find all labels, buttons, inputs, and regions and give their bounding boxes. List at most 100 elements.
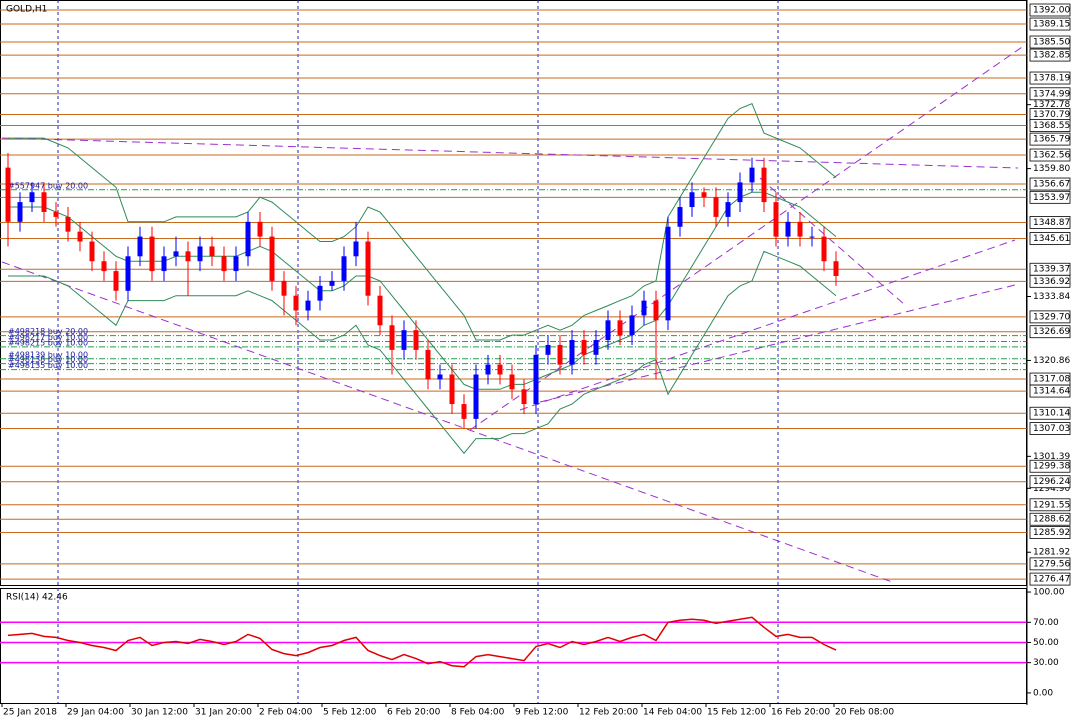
candle-body: [773, 202, 779, 237]
rsi-tick-label: 70.00: [1033, 618, 1059, 628]
order-label: #498215 buy 10.00: [8, 338, 88, 347]
bollinger-lower: [8, 250, 837, 455]
level-label: 1365.79: [1033, 135, 1070, 145]
candle-body: [377, 295, 383, 326]
level-label-box: [1029, 17, 1071, 31]
level-label-box: [1029, 406, 1071, 420]
candle-body: [833, 261, 839, 276]
trend-line: [519, 239, 1016, 411]
candle-body: [185, 251, 191, 262]
level-label: 1339.37: [1033, 265, 1070, 275]
level-label-box: [1029, 274, 1071, 288]
candle-body: [221, 256, 227, 272]
level-label-box: [1029, 572, 1071, 586]
level-label: 1374.99: [1033, 89, 1070, 99]
rsi-frame: [0, 588, 1027, 704]
x-tick-label: 9 Feb 12:00: [515, 708, 569, 718]
candle-body: [557, 344, 563, 365]
candle-body: [317, 285, 323, 301]
candle-body: [581, 340, 587, 355]
y-tick-label: 1359.80: [1033, 164, 1070, 174]
bollinger: [8, 102, 837, 455]
candle-body: [449, 374, 455, 405]
order-label: #498135 buy 10.00: [8, 361, 88, 370]
y-tick-label: 1281.92: [1033, 548, 1070, 558]
candle-body: [821, 236, 827, 262]
x-tick-label: 5 Feb 12:00: [323, 708, 377, 718]
candle-body: [65, 216, 71, 232]
rsi: [0, 616, 1027, 668]
candle-body: [113, 271, 119, 291]
bollinger-middle: [8, 191, 837, 390]
candle-body: [605, 320, 611, 341]
candle-body: [473, 374, 479, 419]
trend-line: [1, 261, 896, 584]
level-label-box: [1029, 48, 1071, 62]
candle-body: [281, 280, 287, 296]
candle-body: [797, 221, 803, 237]
candle-body: [29, 192, 35, 203]
trend-line: [469, 44, 1026, 431]
level-label-box: [1029, 216, 1071, 229]
rsi-line: [7, 616, 837, 668]
x-tick-label: 6 Feb 20:00: [387, 708, 441, 718]
order-label: #498138 buy 10.00: [8, 355, 88, 364]
level-label: 1329.70: [1033, 312, 1070, 322]
level-label: 1276.47: [1033, 575, 1070, 585]
candle-body: [677, 207, 683, 227]
level-label-box: [1029, 148, 1071, 162]
candle-body: [713, 197, 719, 217]
candle-body: [665, 226, 671, 321]
candle-body: [785, 221, 791, 237]
rsi-tick-label: 0.00: [1033, 688, 1053, 698]
y-tick-label: 1320.86: [1033, 356, 1070, 366]
level-label: 1348.87: [1033, 218, 1070, 228]
level-label-box: [1029, 190, 1071, 204]
level-label: 1279.56: [1033, 559, 1070, 569]
level-label-box: [1029, 325, 1071, 339]
rsi-title: RSI(14) 42.46: [6, 593, 68, 603]
x-tick-label: 25 Jan 2018: [3, 708, 57, 718]
candle-body: [197, 246, 203, 262]
candle-body: [533, 354, 539, 405]
order-label: #498139 buy 10.00: [8, 350, 88, 359]
level-label: 1392.00: [1033, 5, 1070, 15]
candle-body: [161, 256, 167, 272]
candle-body: [17, 202, 23, 222]
candle-body: [149, 236, 155, 272]
level-label: 1288.62: [1033, 515, 1070, 525]
candles: [5, 152, 839, 429]
level-label-box: [1029, 87, 1071, 101]
candle-body: [749, 167, 755, 183]
candle-body: [437, 374, 443, 380]
candle-body: [89, 241, 95, 262]
level-label-box: [1029, 35, 1071, 49]
level-label-box: [1029, 422, 1071, 435]
level-label-box: [1029, 459, 1071, 473]
level-label-box: [1029, 384, 1071, 398]
x-tick-label: 30 Jan 12:00: [131, 708, 188, 718]
level-label: 1307.03: [1033, 424, 1070, 434]
candle-body: [353, 241, 359, 257]
trend-line: [1, 137, 1019, 169]
candle-body: [173, 251, 179, 257]
candle-body: [497, 364, 503, 375]
level-label: 1385.50: [1033, 38, 1070, 48]
candle-body: [593, 340, 599, 355]
level-label: 1314.64: [1033, 387, 1070, 397]
x-tick-label: 15 Feb 12:00: [707, 708, 766, 718]
level-label-box: [1029, 232, 1071, 245]
x-tick-label: 2 Feb 04:00: [259, 708, 313, 718]
x-tick-label: 8 Feb 04:00: [451, 708, 505, 718]
candle-body: [245, 221, 251, 257]
candle-body: [509, 374, 515, 390]
main-frame: [0, 0, 1027, 586]
candle-body: [725, 202, 731, 217]
level-label-box: [1029, 119, 1071, 132]
y-tick-label: 1333.84: [1033, 292, 1070, 302]
x-tick-label: 31 Jan 20:00: [195, 708, 252, 718]
level-label: 1362.56: [1033, 151, 1070, 161]
level-label: 1285.92: [1033, 528, 1070, 538]
candle-body: [257, 221, 263, 237]
level-label-box: [1029, 71, 1071, 85]
